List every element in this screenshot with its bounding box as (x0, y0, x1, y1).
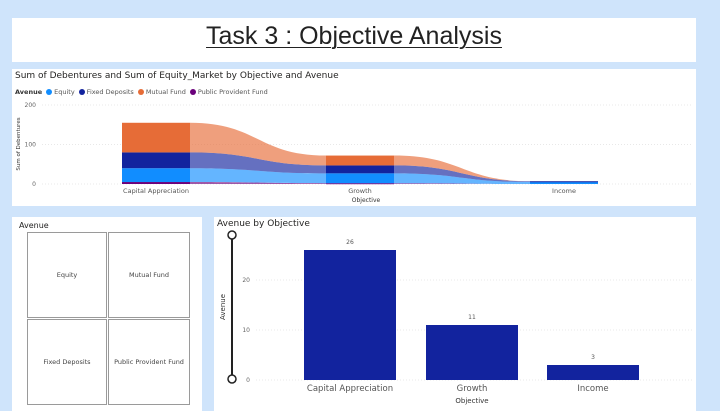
legend-dot-icon (137, 89, 144, 95)
bar-growth (426, 325, 518, 380)
y-tick-label: 0 (32, 181, 36, 188)
ribbon-chart-visual[interactable]: Sum of Debentures and Sum of Equity_Mark… (12, 69, 696, 206)
legend-dot-icon (78, 89, 85, 95)
bar-income (547, 365, 639, 380)
y-tick-label: 0 (246, 377, 250, 384)
ribbon-column-segment (326, 165, 394, 174)
page-title: Task 3 : Objective Analysis (206, 22, 502, 50)
ribbon-chart-legend: Avenue Equity Fixed Deposits Mutual Fund… (15, 88, 272, 96)
ribbon-column-segment (122, 182, 190, 184)
bar-chart-title: Avenue by Objective (217, 219, 310, 229)
legend-title: Avenue (15, 88, 43, 96)
ribbon-column-segment (530, 182, 598, 184)
ribbon-column-segment (326, 155, 394, 166)
ribbon-mutual-fund (190, 122, 326, 166)
bar-data-label: 26 (346, 239, 354, 246)
x-tick-label: Growth (457, 384, 488, 394)
ribbon-public-provident-fund (394, 183, 530, 184)
bar-chart-canvas: 20 10 0 Avenue 26 Capital Appreciation 11 Growt… (219, 230, 692, 405)
legend-label: Public Provident Fund (197, 88, 268, 96)
ribbon-equity (394, 173, 530, 184)
ribbon-fixed-deposits (394, 165, 530, 183)
ribbon-equity (190, 168, 326, 184)
y-axis-title: Sum of Debentures (16, 117, 22, 170)
bar-data-label: 3 (591, 354, 595, 361)
ribbon-public-provident-fund (190, 182, 326, 184)
y-axis-title: Avenue (219, 294, 227, 320)
legend-item-equity[interactable]: Equity (46, 88, 75, 96)
bar-chart-visual[interactable]: Avenue by Objective 20 10 0 Avenue 26 Capital… (214, 217, 696, 411)
ribbon-column-segment (326, 183, 394, 185)
title-banner: Task 3 : Objective Analysis (12, 18, 696, 62)
x-tick-label: Capital Appreciation (307, 384, 393, 394)
ribbon-column-segment (530, 181, 598, 183)
slicer-title: Avenue (19, 221, 49, 230)
slicer-tile-mutual-fund[interactable]: Mutual Fund (108, 232, 190, 318)
legend-label: Mutual Fund (145, 88, 186, 96)
slicer-tile-public-provident-fund[interactable]: Public Provident Fund (108, 319, 190, 405)
legend-item-fixed-deposits[interactable]: Fixed Deposits (78, 88, 134, 96)
bar-data-label: 11 (468, 314, 476, 321)
x-axis-title: Objective (455, 397, 488, 405)
x-tick-label: Growth (348, 187, 372, 195)
x-axis-title: Objective (352, 197, 381, 204)
y-tick-label: 20 (242, 277, 250, 284)
range-slider-handle-top[interactable] (227, 230, 237, 240)
ribbon-chart-canvas: 200 100 0 Sum of Debentures Capital Apprecia… (16, 102, 692, 204)
legend-dot-icon (46, 89, 53, 95)
range-slider-handle-bottom[interactable] (227, 374, 237, 384)
slicer-tile-fixed-deposits[interactable]: Fixed Deposits (27, 319, 107, 405)
ribbon-column-segment (326, 173, 394, 184)
x-tick-label: Income (552, 187, 576, 195)
legend-item-mutual-fund[interactable]: Mutual Fund (137, 88, 186, 96)
legend-label: Fixed Deposits (86, 88, 134, 96)
ribbon-column-segment (122, 122, 190, 153)
x-tick-label: Income (577, 384, 608, 394)
ribbon-column-segment (122, 152, 190, 169)
bar-capital-appreciation (304, 250, 396, 380)
ribbon-column-segment (122, 168, 190, 183)
ribbon-fixed-deposits (190, 152, 326, 174)
y-tick-label: 200 (25, 102, 37, 109)
y-tick-label: 10 (242, 327, 250, 334)
legend-dot-icon (189, 89, 196, 95)
y-tick-label: 100 (25, 142, 37, 149)
legend-label: Equity (54, 88, 75, 96)
ribbon-chart-title: Sum of Debentures and Sum of Equity_Mark… (15, 71, 339, 81)
legend-item-public-provident-fund[interactable]: Public Provident Fund (189, 88, 268, 96)
x-tick-label: Capital Appreciation (123, 187, 189, 195)
avenue-slicer: Avenue Equity Mutual Fund Fixed Deposits… (12, 217, 202, 411)
slicer-tile-equity[interactable]: Equity (27, 232, 107, 318)
